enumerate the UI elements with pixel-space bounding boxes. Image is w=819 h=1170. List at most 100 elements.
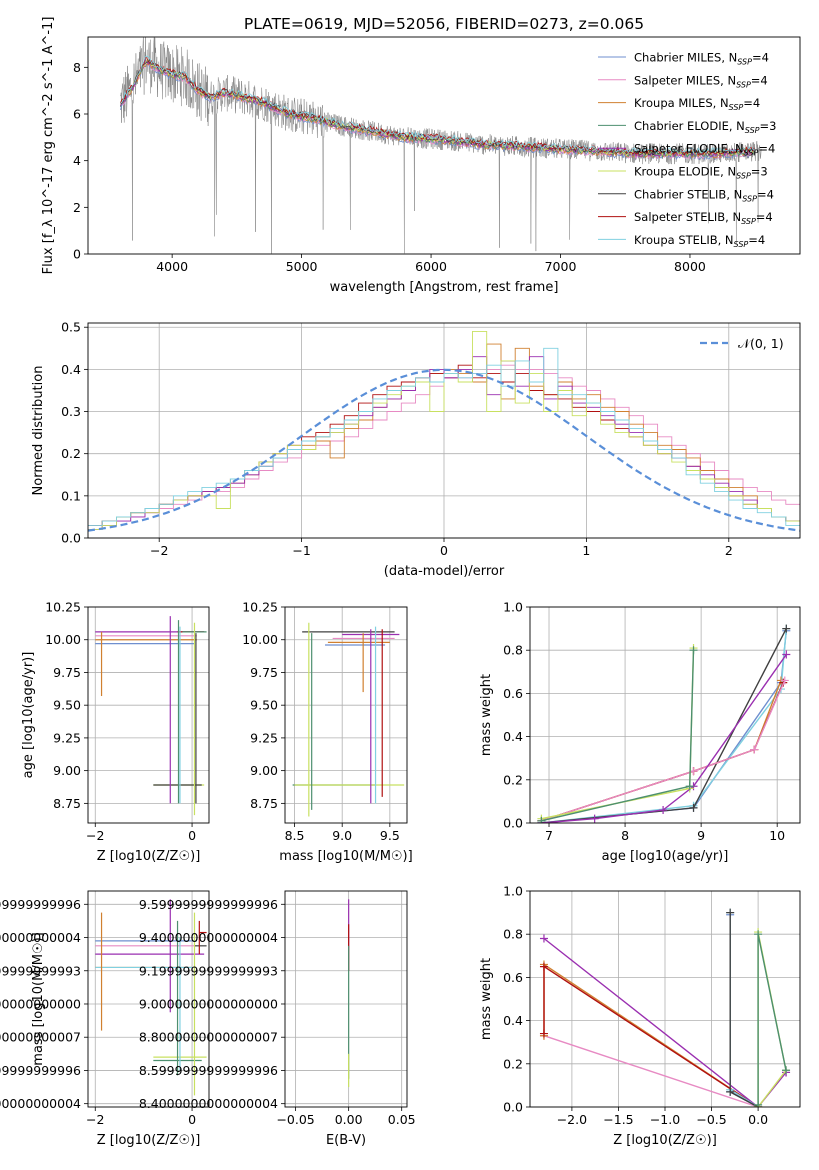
weight-vs-age-xtick-label: 7 xyxy=(545,828,553,843)
weight-vs-z-series-line xyxy=(757,934,787,1105)
weight-vs-z-point-marker xyxy=(754,930,763,939)
legend-entry: Kroupa ELODIE, NSSP=3 xyxy=(634,165,768,181)
weight-vs-age-series-line xyxy=(541,654,787,823)
weight-vs-z-ylabel: mass weight xyxy=(479,958,494,1040)
age-vs-mass-ytick-label: 10.00 xyxy=(242,632,278,647)
mass-vs-ebv-frame xyxy=(284,890,408,1108)
weight-vs-z-xlabel: Z [log10(Z/Z☉)] xyxy=(613,1133,717,1148)
residuals-ytick-label: 0.3 xyxy=(61,404,81,419)
mass-vs-ebv-xlabel: E(B-V) xyxy=(326,1133,366,1148)
age-vs-mass-frame xyxy=(284,606,408,824)
age-vs-z-ytick-label: 9.75 xyxy=(53,665,81,680)
gaussian-curve xyxy=(88,368,800,532)
weight-vs-age-point-marker xyxy=(780,676,789,685)
weight-vs-age-ytick-label: 1.0 xyxy=(503,600,523,615)
spectrum-axes: 4000 5000 6000 7000 8000 0 2 4 6 8 wavelength [Ang… xyxy=(41,17,801,295)
weight-vs-age-xtick-label: 10 xyxy=(769,828,785,843)
weight-vs-age-ytick-label: 0.8 xyxy=(503,643,523,658)
spectrum-legend: Chabrier MILES, NSSP=4 Salpeter MILES, NS… xyxy=(598,51,776,249)
weight-vs-age-series-line xyxy=(541,650,695,822)
weight-vs-z-ytick-label: 0.8 xyxy=(503,927,523,942)
residuals-ytick-label: 0.0 xyxy=(61,531,81,546)
spectrum-xtick-label: 6000 xyxy=(415,259,447,274)
age-vs-mass-axes: 8.5 9.0 9.5 8.75 9.00 9.25 9.50 9.75 10.00 10.25 m… xyxy=(242,600,413,865)
mass-vs-z-ytick-label: 8.5999999999999996 xyxy=(0,1063,81,1078)
legend-entry: Chabrier ELODIE, NSSP=3 xyxy=(634,119,776,135)
mass-vs-z-xlabel: Z [log10(Z/Z☉)] xyxy=(97,1133,201,1148)
residuals-ylabel: Normed distribution xyxy=(31,366,46,496)
weight-vs-age-point-marker xyxy=(590,814,599,823)
weight-vs-age-point-marker xyxy=(689,646,698,655)
spectrum-frame xyxy=(87,36,801,255)
age-vs-mass-xtick-label: 9.0 xyxy=(332,828,352,843)
weight-vs-z-series-line xyxy=(757,931,787,1107)
residual-histogram xyxy=(88,347,800,526)
age-vs-z-ytick-label: 10.00 xyxy=(45,632,81,647)
weight-vs-z-point-marker xyxy=(726,908,735,917)
age-vs-mass-ytick-label: 9.50 xyxy=(250,698,278,713)
age-vs-z-ytick-label: 9.50 xyxy=(53,698,81,713)
weight-vs-z-ytick-label: 0.6 xyxy=(503,970,523,985)
weight-vs-age-point-marker xyxy=(685,782,694,791)
spectrum-xlabel: wavelength [Angstrom, rest frame] xyxy=(330,280,559,295)
mass-vs-z-plot-area xyxy=(95,899,207,1096)
age-vs-mass-plot-area xyxy=(292,622,405,817)
weight-vs-age-plot-area xyxy=(537,624,791,823)
age-vs-mass-xtick-label: 8.5 xyxy=(285,828,305,843)
weight-vs-age-frame xyxy=(529,606,801,824)
age-vs-z-ytick-label: 10.25 xyxy=(45,600,81,615)
spectrum-ytick-label: 4 xyxy=(73,153,81,168)
weight-vs-age-series-line xyxy=(541,680,782,822)
age-vs-z-ytick-label: 8.75 xyxy=(53,796,81,811)
spectrum-xtick-label: 8000 xyxy=(674,259,706,274)
figure-title: PLATE=0619, MJD=52056, FIBERID=0273, z=0… xyxy=(244,15,644,33)
spectrum-xtick-label: 5000 xyxy=(286,259,318,274)
mass-vs-z-ytick-label: 9.0000000000000000 xyxy=(0,996,81,1011)
weight-vs-age-xtick-label: 8 xyxy=(621,828,629,843)
spectrum-model-line xyxy=(120,60,755,160)
age-vs-z-xtick-label: −2 xyxy=(86,828,104,843)
age-vs-z-ytick-label: 9.25 xyxy=(53,730,81,745)
spectrum-model-line xyxy=(120,58,755,156)
legend-entry: Salpeter ELODIE, NSSP=4 xyxy=(634,142,775,158)
weight-vs-age-ytick-label: 0.2 xyxy=(503,772,523,787)
weight-vs-z-xtick-label: −1.5 xyxy=(603,1112,633,1127)
residuals-ytick-label: 0.2 xyxy=(61,446,81,461)
spectrum-xtick-label: 4000 xyxy=(156,259,188,274)
weight-vs-z-ytick-label: 0.0 xyxy=(503,1100,523,1115)
mass-vs-z-xtick-label: 0 xyxy=(188,1112,196,1127)
residuals-ytick-label: 0.4 xyxy=(61,362,81,377)
residuals-ytick-label: 0.5 xyxy=(61,320,81,335)
legend-entry: Kroupa STELIB, NSSP=4 xyxy=(634,233,765,249)
weight-vs-age-point-marker xyxy=(537,816,546,823)
mass-vs-ebv-ytick-label: 9.5999999999999996 xyxy=(139,897,278,912)
spectrum-ylabel: Flux [f_λ 10^-17 erg cm^-2 s^-1 A^-1] xyxy=(41,17,56,275)
age-vs-z-ytick-label: 9.00 xyxy=(53,763,81,778)
weight-vs-age-xtick-label: 9 xyxy=(697,828,705,843)
weight-vs-z-series-line xyxy=(543,965,759,1107)
spectrum-ytick-label: 2 xyxy=(73,200,81,215)
mass-vs-ebv-axes: −0.05 0.00 0.05 8.4000000000000004 8.5999999… xyxy=(139,890,416,1148)
weight-vs-z-series-line xyxy=(729,912,759,1107)
weight-vs-z-ytick-label: 0.2 xyxy=(503,1056,523,1071)
weight-vs-z-series-line xyxy=(543,937,787,1107)
mass-vs-ebv-xtick-label: 0.00 xyxy=(335,1112,363,1127)
mass-vs-z-ytick-label: 9.4000000000000004 xyxy=(0,930,81,945)
age-vs-mass-ytick-label: 9.75 xyxy=(250,665,278,680)
legend-entry: Salpeter MILES, NSSP=4 xyxy=(634,73,768,89)
spectrum-xtick-label: 7000 xyxy=(545,259,577,274)
residuals-xtick-label: 0 xyxy=(440,543,448,558)
weight-vs-z-ytick-label: 1.0 xyxy=(503,884,523,899)
weight-vs-age-ytick-label: 0.0 xyxy=(503,816,523,831)
residuals-axes: −2 −1 0 1 2 0.0 0.1 0.2 0.3 0.4 0.5 (data-model)/er… xyxy=(31,320,801,579)
weight-vs-age-series-line xyxy=(541,647,695,820)
legend-entry: Kroupa MILES, NSSP=4 xyxy=(634,96,760,112)
age-vs-mass-xtick-label: 9.5 xyxy=(380,828,400,843)
weight-vs-age-ylabel: mass weight xyxy=(479,674,494,756)
age-vs-mass-ytick-label: 8.75 xyxy=(250,796,278,811)
mass-vs-ebv-ytick-label: 9.0000000000000000 xyxy=(139,996,278,1011)
age-vs-z-xlabel: Z [log10(Z/Z☉)] xyxy=(97,849,201,864)
mass-vs-z-ytick-label: 8.4000000000000004 xyxy=(0,1096,81,1111)
weight-vs-z-point-marker xyxy=(539,962,548,971)
